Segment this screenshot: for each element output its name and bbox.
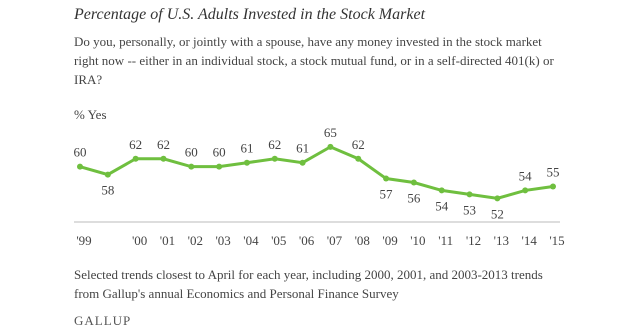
x-tick-label: '05 [271, 233, 286, 248]
point [438, 187, 445, 194]
data-label: 52 [491, 206, 504, 221]
point [494, 195, 501, 202]
x-tick-label: '02 [188, 233, 203, 248]
chart-subtitle: Do you, personally, or jointly with a sp… [74, 34, 554, 87]
data-label: 62 [352, 137, 365, 152]
x-tick-label: '11 [438, 233, 453, 248]
x-tick-label: '15 [549, 233, 564, 248]
y-axis-label: % Yes [74, 107, 107, 122]
x-tick-label: '01 [160, 233, 175, 248]
data-label: 65 [324, 125, 337, 140]
chart-title: Percentage of U.S. Adults Invested in th… [74, 6, 426, 23]
point [77, 163, 83, 170]
point [132, 155, 139, 162]
x-tick-label: '03 [215, 233, 230, 248]
x-tick-label: '12 [466, 233, 481, 248]
data-label: 54 [519, 168, 533, 183]
data-label: 62 [268, 137, 281, 152]
data-label: 60 [213, 145, 226, 160]
point [522, 187, 529, 194]
point [299, 159, 306, 166]
point [355, 155, 362, 162]
data-label: 56 [407, 191, 421, 206]
point [160, 155, 167, 162]
x-tick-label: '10 [410, 233, 425, 248]
x-tick-label: '13 [494, 233, 509, 248]
data-label: 60 [74, 145, 87, 160]
point [216, 163, 223, 170]
x-tick-label: '04 [243, 233, 259, 248]
x-tick-label: '07 [327, 233, 343, 248]
data-label: 57 [380, 187, 394, 202]
point [327, 143, 334, 150]
x-tick-label: '08 [355, 233, 370, 248]
source: GALLUP [74, 313, 132, 328]
x-tick-label: '99 [76, 233, 91, 248]
x-tick-label: '00 [132, 233, 147, 248]
data-label: 53 [463, 202, 476, 217]
data-label: 62 [157, 137, 170, 152]
data-label: 54 [435, 198, 449, 213]
x-tick-label: '14 [522, 233, 538, 248]
footnote: Selected trends closest to April for eac… [74, 267, 543, 301]
line [79, 145, 554, 200]
point [466, 191, 473, 198]
data-label: 62 [129, 137, 142, 152]
x-tick-label: '06 [299, 233, 315, 248]
x-tick-label: '09 [382, 233, 397, 248]
point [188, 163, 195, 170]
data-label: 60 [185, 145, 198, 160]
point [104, 171, 111, 178]
data-label: 61 [240, 141, 253, 156]
data-label: 55 [547, 164, 560, 179]
point [243, 159, 250, 166]
data-label: 61 [296, 141, 309, 156]
point [550, 183, 556, 190]
point [410, 179, 417, 186]
point [271, 155, 278, 162]
point [383, 175, 390, 182]
data-label: 58 [101, 183, 114, 198]
